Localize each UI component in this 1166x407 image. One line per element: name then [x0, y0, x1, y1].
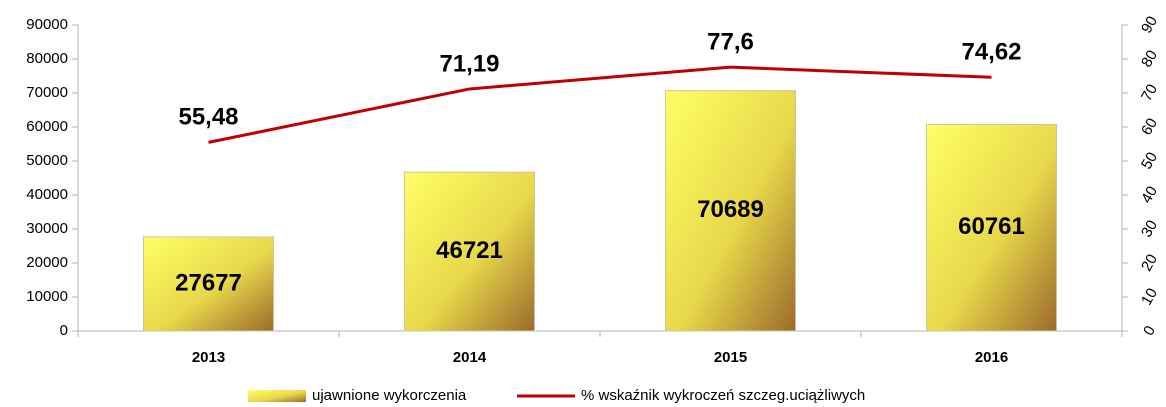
bar-value-label: 70689 [697, 196, 764, 223]
y2-tick-label: 60 [1138, 115, 1161, 138]
y2-tick-label: 30 [1138, 217, 1161, 240]
x-tick-label: 2014 [453, 349, 487, 366]
bar [665, 90, 796, 332]
legend-label: ujawnione wykorczenia [312, 387, 467, 404]
x-tick-label: 2016 [975, 349, 1008, 366]
y2-tick-label: 90 [1138, 13, 1161, 36]
y-tick-label: 50000 [26, 152, 68, 169]
bar [404, 171, 535, 332]
line-value-label: 71,19 [439, 50, 499, 77]
y-tick-label: 20000 [26, 254, 68, 271]
y-tick-label: 40000 [26, 186, 68, 203]
y2-tick-label: 0 [1140, 323, 1159, 339]
line [208, 65, 992, 144]
line-value-label: 55,48 [178, 104, 238, 131]
y2-tick-label: 20 [1138, 251, 1161, 274]
y-tick-label: 0 [60, 322, 68, 339]
y-tick-label: 70000 [26, 84, 68, 101]
x-tick-label: 2015 [714, 349, 747, 366]
line-value-label: 74,62 [961, 39, 1021, 66]
y-tick-label: 80000 [26, 50, 68, 67]
bar [143, 236, 274, 332]
line-value-label: 77,6 [707, 29, 754, 56]
bar-value-label: 27677 [175, 269, 242, 296]
y2-tick-label: 10 [1138, 285, 1161, 308]
y-tick-label: 30000 [26, 220, 68, 237]
bar-value-label: 60761 [958, 213, 1025, 240]
x-tick-label: 2013 [192, 349, 225, 366]
y-tick-label: 60000 [26, 118, 68, 135]
y2-tick-label: 50 [1138, 149, 1161, 172]
bar-value-label: 46721 [436, 237, 503, 264]
legend-label: % wskaźnik wykroczeń szczeg.uciążliwych [581, 387, 865, 404]
y-tick-label: 90000 [26, 16, 68, 33]
legend-swatch [248, 390, 306, 402]
bar [926, 123, 1057, 332]
y2-tick-label: 80 [1138, 47, 1161, 70]
y2-tick-label: 40 [1138, 183, 1161, 206]
y2-tick-label: 70 [1138, 81, 1161, 104]
y-tick-label: 10000 [26, 288, 68, 305]
